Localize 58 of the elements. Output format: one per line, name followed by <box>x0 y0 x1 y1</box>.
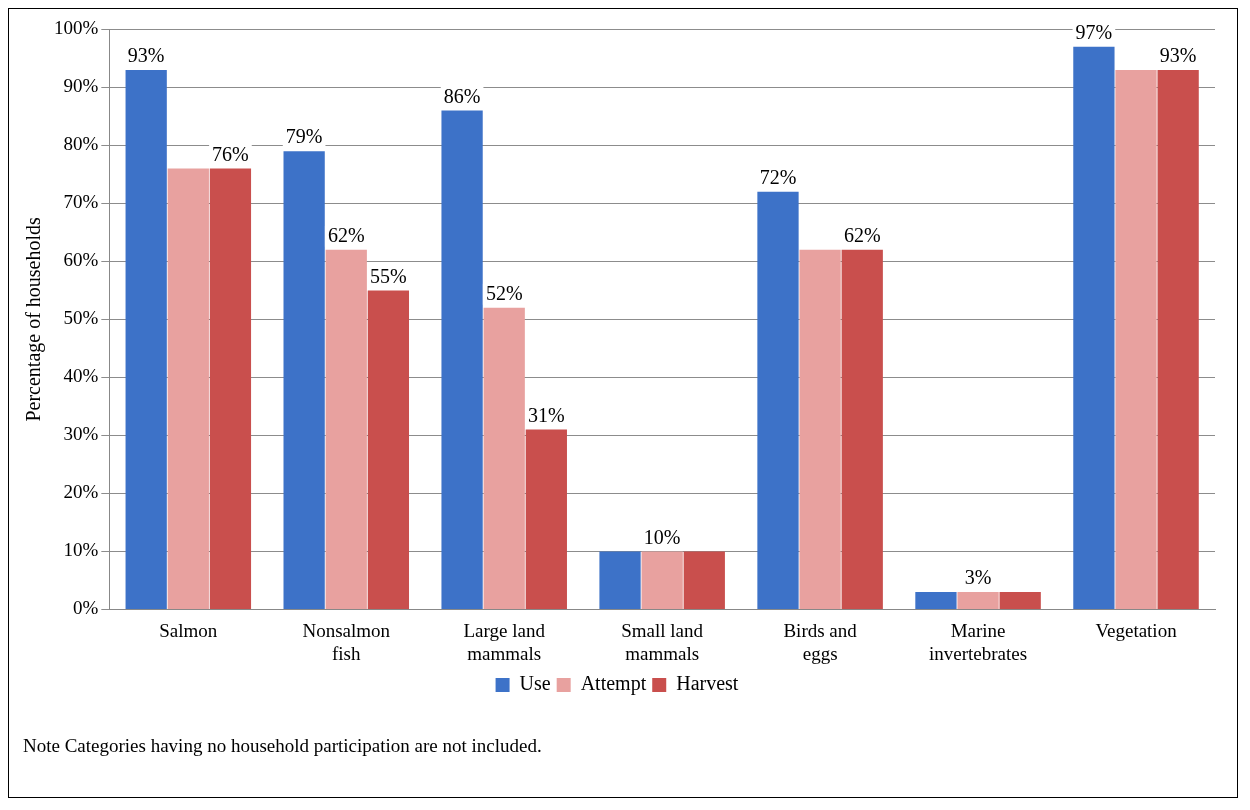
data-label: 62% <box>327 224 365 247</box>
y-tick-label: 40% <box>63 365 99 387</box>
bar <box>757 191 799 609</box>
bar <box>957 592 999 609</box>
data-label: 31% <box>528 403 565 426</box>
data-label: 79% <box>285 125 323 148</box>
bar <box>599 551 641 609</box>
x-tick-label: Birds and eggs <box>783 619 858 664</box>
text: Note Categories having no household participation are not included. <box>22 735 543 757</box>
bar <box>1115 70 1157 609</box>
x-tick-label: Vegetation <box>1095 619 1178 641</box>
y-tick-label: 30% <box>63 423 99 445</box>
x-tick-label: Small land mammals <box>621 619 704 664</box>
bar <box>999 592 1041 609</box>
y-tick-label: 10% <box>63 539 99 561</box>
data-label: 72% <box>759 166 797 189</box>
bar <box>483 307 525 609</box>
data-label: 76% <box>212 142 249 165</box>
bar <box>1073 46 1115 609</box>
legend-label: Use <box>519 672 551 695</box>
data-label: 97% <box>1075 21 1113 44</box>
legend-label: Harvest <box>676 672 739 695</box>
y-tick-label: 80% <box>63 133 99 155</box>
y-tick-label: 20% <box>63 481 99 503</box>
x-tick-label: Large land mammals <box>463 619 546 664</box>
x-tick-label: Marine invertebrates <box>929 619 1028 664</box>
bar <box>525 429 567 609</box>
y-tick-label: 50% <box>63 307 99 329</box>
bar <box>441 110 483 609</box>
bar <box>915 592 957 609</box>
y-tick-label: 0% <box>73 597 99 619</box>
bar <box>283 151 325 609</box>
y-tick-label: 100% <box>54 17 99 39</box>
bar <box>367 290 410 609</box>
bar <box>167 168 209 609</box>
x-tick-label: Nonsalmon fish <box>302 619 391 664</box>
y-tick-label: 90% <box>63 75 99 97</box>
data-label: 55% <box>370 264 407 287</box>
bar <box>125 70 167 609</box>
data-label: 10% <box>643 525 681 548</box>
bar <box>641 551 683 609</box>
data-label: 52% <box>485 282 523 305</box>
data-label: 93% <box>1159 44 1197 67</box>
legend-label: Attempt <box>580 672 647 696</box>
data-label: 93% <box>127 44 165 67</box>
bar <box>841 249 883 609</box>
x-tick-label: Salmon <box>159 619 218 641</box>
data-label: 3% <box>964 566 992 589</box>
data-label: 86% <box>443 84 481 107</box>
y-tick-label: 70% <box>63 191 99 213</box>
bar <box>683 551 725 609</box>
y-tick-label: 60% <box>63 249 99 271</box>
bar <box>209 168 252 609</box>
bar <box>325 249 367 609</box>
y-axis-title: Percentage of households <box>22 216 46 422</box>
bar <box>799 249 841 609</box>
bar <box>1157 70 1199 609</box>
data-label: 62% <box>843 224 881 247</box>
